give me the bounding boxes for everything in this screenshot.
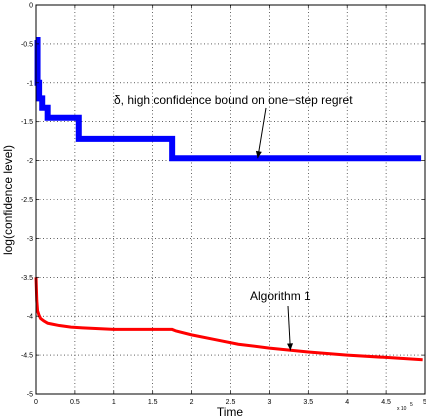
- series-line-2: [34, 277, 423, 362]
- tick-marks: [35, 4, 426, 395]
- y-tick-label: -5: [27, 392, 33, 399]
- y-tick-label: -2.5: [21, 197, 33, 204]
- y-tick-label: -4: [27, 314, 33, 321]
- x-tick-label: 3: [267, 399, 271, 406]
- y-tick-label: 0: [29, 3, 33, 10]
- x-tick-label: 1: [112, 399, 116, 406]
- y-tick-label: -3: [27, 236, 33, 243]
- x-exponent-label: x 10: [397, 406, 407, 412]
- x-tick-label: 4.5: [381, 399, 391, 406]
- x-tick-label: 4: [345, 399, 349, 406]
- x-tick-label: 0: [34, 399, 38, 406]
- x-tick-label: 2.5: [226, 399, 236, 406]
- y-tick-label: -4.5: [21, 353, 33, 360]
- annotation-algorithm-1: Algorithm 1: [250, 289, 311, 303]
- annotation-arrowhead: [255, 150, 262, 159]
- annotation-arrow-line: [287, 305, 291, 351]
- annotations-layer: δ, high confidence bound on one−step reg…: [114, 93, 353, 351]
- annotation-delta-bound: δ, high confidence bound on one−step reg…: [114, 93, 353, 107]
- y-tick-label: -1: [27, 80, 33, 87]
- y-tick-label: -3.5: [21, 275, 33, 282]
- y-axis-label: log(confidence level): [1, 145, 15, 255]
- x-tick-label: 2: [190, 399, 194, 406]
- annotation-arrowhead: [287, 343, 294, 351]
- x-exponent-power: 5: [410, 402, 413, 408]
- x-tick-label: 5: [423, 399, 426, 406]
- x-tick-label: 3.5: [303, 399, 313, 406]
- tick-labels: 0 0.5 1 1.5 2 2.5 3 3.5 4 4.5 5 0 -0.5 -1 -1.5 -2 -2.5 -3…: [21, 3, 426, 407]
- x-tick-label: 1.5: [148, 399, 158, 406]
- plot-background: [36, 5, 425, 394]
- x-axis-label: Time: [217, 405, 244, 418]
- x-tick-label: 0.5: [70, 399, 80, 406]
- y-tick-label: -1.5: [21, 119, 33, 126]
- y-tick-label: -2: [27, 158, 33, 165]
- y-tick-label: -0.5: [21, 41, 33, 48]
- annotation-arrow-line: [257, 107, 267, 159]
